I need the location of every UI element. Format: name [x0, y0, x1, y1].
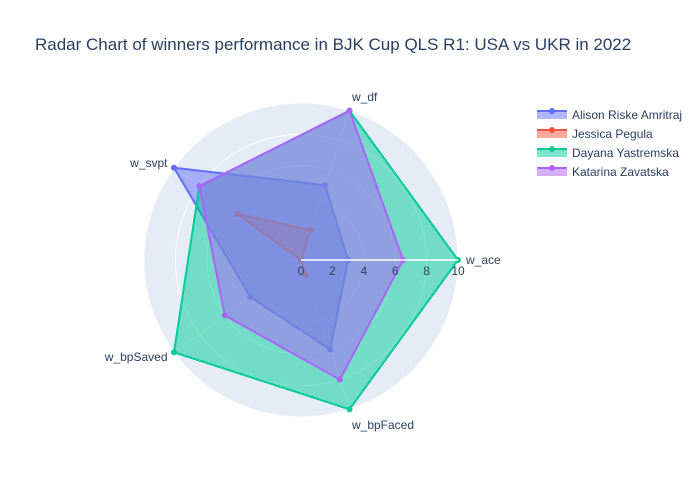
- data-point-2-w_bpSaved: [170, 349, 177, 356]
- legend-label-1: Jessica Pegula: [572, 127, 653, 141]
- legend-swatch-3: [537, 168, 567, 176]
- axis-label-w_ace: w_ace: [465, 253, 501, 267]
- legend-label-0: Alison Riske Amritraj: [572, 108, 682, 122]
- legend-item-0[interactable]: Alison Riske Amritraj: [537, 108, 682, 122]
- legend-swatch-0: [537, 111, 567, 119]
- legend-marker-2: [549, 146, 555, 152]
- legend-item-2[interactable]: Dayana Yastremska: [537, 146, 679, 160]
- axis-label-w_df: w_df: [351, 90, 378, 104]
- legend-marker-1: [549, 127, 555, 133]
- legend-swatch-1: [537, 130, 567, 138]
- axis-label-w_bpFaced: w_bpFaced: [351, 418, 414, 432]
- chart-title: Radar Chart of winners performance in BJ…: [35, 35, 631, 54]
- series-3: [196, 107, 407, 383]
- angular-axis-labels: w_ace w_df w_svpt w_bpSaved w_bpFaced: [104, 90, 501, 432]
- legend-marker-3: [549, 165, 555, 171]
- radial-tick-labels: 0 2 4 6 8 10: [298, 259, 465, 278]
- legend-marker-0: [549, 108, 555, 114]
- legend-item-1[interactable]: Jessica Pegula: [537, 127, 653, 141]
- radial-tick-4: 8: [423, 264, 430, 278]
- data-point-3-w_df: [346, 107, 353, 114]
- series-area-3: [198, 109, 405, 381]
- axis-label-w_svpt: w_svpt: [129, 156, 168, 170]
- data-point-0-w_svpt: [170, 164, 177, 171]
- data-point-3-w_svpt: [196, 183, 203, 190]
- radial-tick-3: 6: [392, 264, 399, 278]
- legend-item-3[interactable]: Katarina Zavatska: [537, 165, 669, 179]
- data-point-3-w_bpSaved: [221, 312, 228, 319]
- legend-label-2: Dayana Yastremska: [572, 146, 679, 160]
- legend-label-3: Katarina Zavatska: [572, 165, 669, 179]
- legend: Alison Riske Amritraj Jessica Pegula Dayan…: [537, 108, 682, 179]
- radial-tick-2: 4: [360, 264, 367, 278]
- radial-tick-1: 2: [329, 264, 336, 278]
- radial-tick-0: 0: [298, 264, 305, 278]
- data-point-2-w_bpFaced: [346, 406, 353, 413]
- axis-label-w_bpSaved: w_bpSaved: [104, 350, 168, 364]
- legend-swatch-2: [537, 149, 567, 157]
- data-point-3-w_bpFaced: [336, 376, 343, 383]
- radial-tick-5: 10: [451, 264, 465, 278]
